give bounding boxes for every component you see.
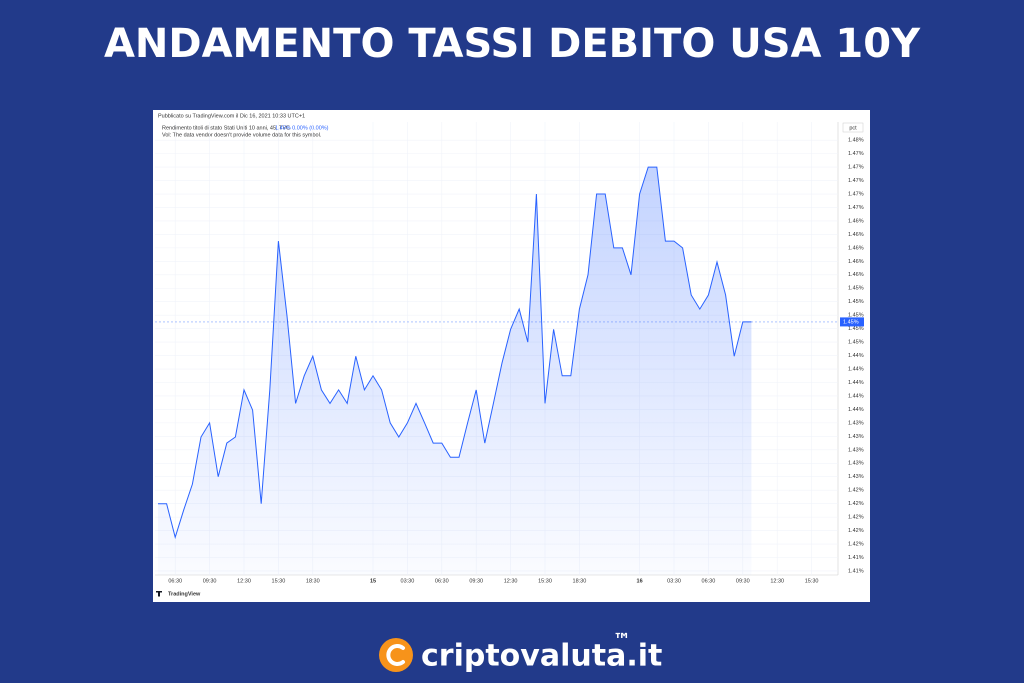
y-tick-label: 1.41% <box>848 555 864 561</box>
y-tick-label: 1.44% <box>848 353 864 359</box>
x-tick-label: 18:30 <box>306 578 320 584</box>
brand-icon <box>379 638 413 672</box>
y-tick-label: 1.42% <box>848 541 864 547</box>
quote-label: 1.45% 0.00% (0.00%) <box>275 125 329 131</box>
x-tick-label: 12:30 <box>770 578 784 584</box>
y-tick-label: 1.47% <box>848 165 864 171</box>
x-tick-label: 15:30 <box>272 578 286 584</box>
area <box>158 167 752 575</box>
brand-name: criptovaluta.it <box>421 639 662 674</box>
y-tick-label: 1.42% <box>848 528 864 534</box>
watermark-icon <box>156 591 162 597</box>
line <box>158 166 752 540</box>
y-tick-label: 1.44% <box>848 393 864 399</box>
last-value-label: 1.45% <box>843 319 859 325</box>
last-value-box <box>840 317 864 327</box>
unit-button[interactable] <box>842 122 864 133</box>
y-tick-label: 1.45% <box>848 313 864 319</box>
y-tick-label: 1.43% <box>848 447 864 453</box>
x-tick-label: 15 <box>370 578 376 584</box>
y-tick-label: 1.45% <box>848 286 864 292</box>
x-tick-label: 06:30 <box>435 578 449 584</box>
x-tick-label: 06:30 <box>702 578 716 584</box>
y-tick-label: 1.44% <box>848 407 864 413</box>
y-tick-label: 1.43% <box>848 461 864 467</box>
y-tick-label: 1.46% <box>848 232 864 238</box>
x-tick-label: 12:30 <box>504 578 518 584</box>
x-tick-label: 15:30 <box>805 578 819 584</box>
x-tick-label: 18:30 <box>573 578 587 584</box>
symbol-label: Rendimento titoli di stato Stati Uniti 1… <box>162 125 290 131</box>
x-tick-label: 03:30 <box>401 578 415 584</box>
y-tick-label: 1.47% <box>848 191 864 197</box>
x-tick-label: 06:30 <box>168 578 182 584</box>
brand-trademark: ™ <box>613 630 631 651</box>
y-tick-label: 1.45% <box>848 326 864 332</box>
y-tick-label: 1.45% <box>848 340 864 346</box>
unit-label: pct <box>849 125 857 131</box>
x-tick-label: 16 <box>637 578 643 584</box>
x-tick-label: 12:30 <box>237 578 251 584</box>
plot: 1.41% 1.41% 1.42% 1.42% 1.42% 1.42% 1.42% 1.43%… <box>155 122 864 584</box>
y-tick-label: 1.46% <box>848 259 864 265</box>
x-tick-label: 15:30 <box>538 578 552 584</box>
y-tick-label: 1.47% <box>848 205 864 211</box>
x-tick-label: 09:30 <box>203 578 217 584</box>
watermark: TradingView <box>168 591 201 597</box>
y-tick-label: 1.45% <box>848 299 864 305</box>
y-tick-label: 1.41% <box>848 568 864 574</box>
y-tick-label: 1.44% <box>848 366 864 372</box>
y-tick-label: 1.47% <box>848 178 864 184</box>
page-title: ANDAMENTO TASSI DEBITO USA 10Y <box>104 21 921 67</box>
y-tick-label: 1.48% <box>848 138 864 144</box>
y-tick-label: 1.43% <box>848 434 864 440</box>
y-tick-label: 1.42% <box>848 501 864 507</box>
y-tick-label: 1.46% <box>848 245 864 251</box>
y-tick-label: 1.47% <box>848 151 864 157</box>
published-note: Pubblicato su TradingView.com il Dic 16,… <box>158 113 305 119</box>
brand-icon-mark <box>386 644 405 666</box>
volume-note: Vol: The data vendor doesn't provide vol… <box>162 132 322 138</box>
y-tick-label: 1.43% <box>848 420 864 426</box>
x-tick-label: 09:30 <box>469 578 483 584</box>
y-tick-label: 1.42% <box>848 488 864 494</box>
y-tick-label: 1.44% <box>848 380 864 386</box>
y-tick-label: 1.46% <box>848 272 864 278</box>
x-tick-label: 03:30 <box>667 578 681 584</box>
y-tick-label: 1.42% <box>848 515 864 521</box>
y-tick-label: 1.43% <box>848 474 864 480</box>
y-tick-label: 1.46% <box>848 218 864 224</box>
x-tick-label: 09:30 <box>736 578 750 584</box>
